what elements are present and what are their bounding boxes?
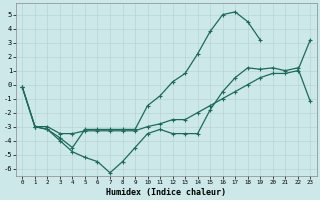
X-axis label: Humidex (Indice chaleur): Humidex (Indice chaleur) — [106, 188, 226, 197]
